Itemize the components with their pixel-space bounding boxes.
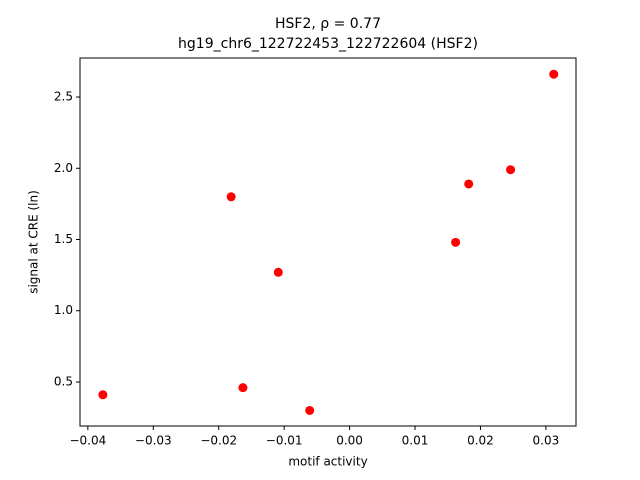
x-axis-label: motif activity — [288, 455, 367, 469]
y-axis-label: signal at CRE (ln) — [27, 190, 41, 294]
x-tick-label: 0.00 — [336, 434, 363, 448]
point — [305, 405, 315, 415]
chart-title: HSF2, ρ = 0.77 — [275, 16, 381, 32]
x-tick-label: −0.03 — [135, 434, 172, 448]
plot-frame — [79, 57, 577, 427]
x-tick-label: 0.02 — [467, 434, 494, 448]
x-tick-label: 0.01 — [402, 434, 429, 448]
point — [451, 237, 461, 247]
y-tick-label: 1.0 — [54, 303, 73, 317]
y-tick-label: 0.5 — [54, 374, 73, 388]
point — [549, 69, 559, 79]
x-tick-label: −0.01 — [266, 434, 303, 448]
point — [226, 192, 236, 202]
x-tick-label: −0.02 — [200, 434, 237, 448]
point — [273, 267, 283, 277]
y-tick-label: 1.5 — [54, 232, 73, 246]
x-tick-label: −0.04 — [69, 434, 106, 448]
point — [238, 383, 248, 393]
y-tick-label: 2.5 — [54, 90, 73, 104]
point — [98, 390, 108, 400]
x-tick-label: 0.03 — [533, 434, 560, 448]
point — [464, 179, 474, 189]
y-tick-label: 2.0 — [54, 161, 73, 175]
point — [506, 165, 516, 175]
chart-subtitle: hg19_chr6_122722453_122722604 (HSF2) — [178, 36, 478, 52]
